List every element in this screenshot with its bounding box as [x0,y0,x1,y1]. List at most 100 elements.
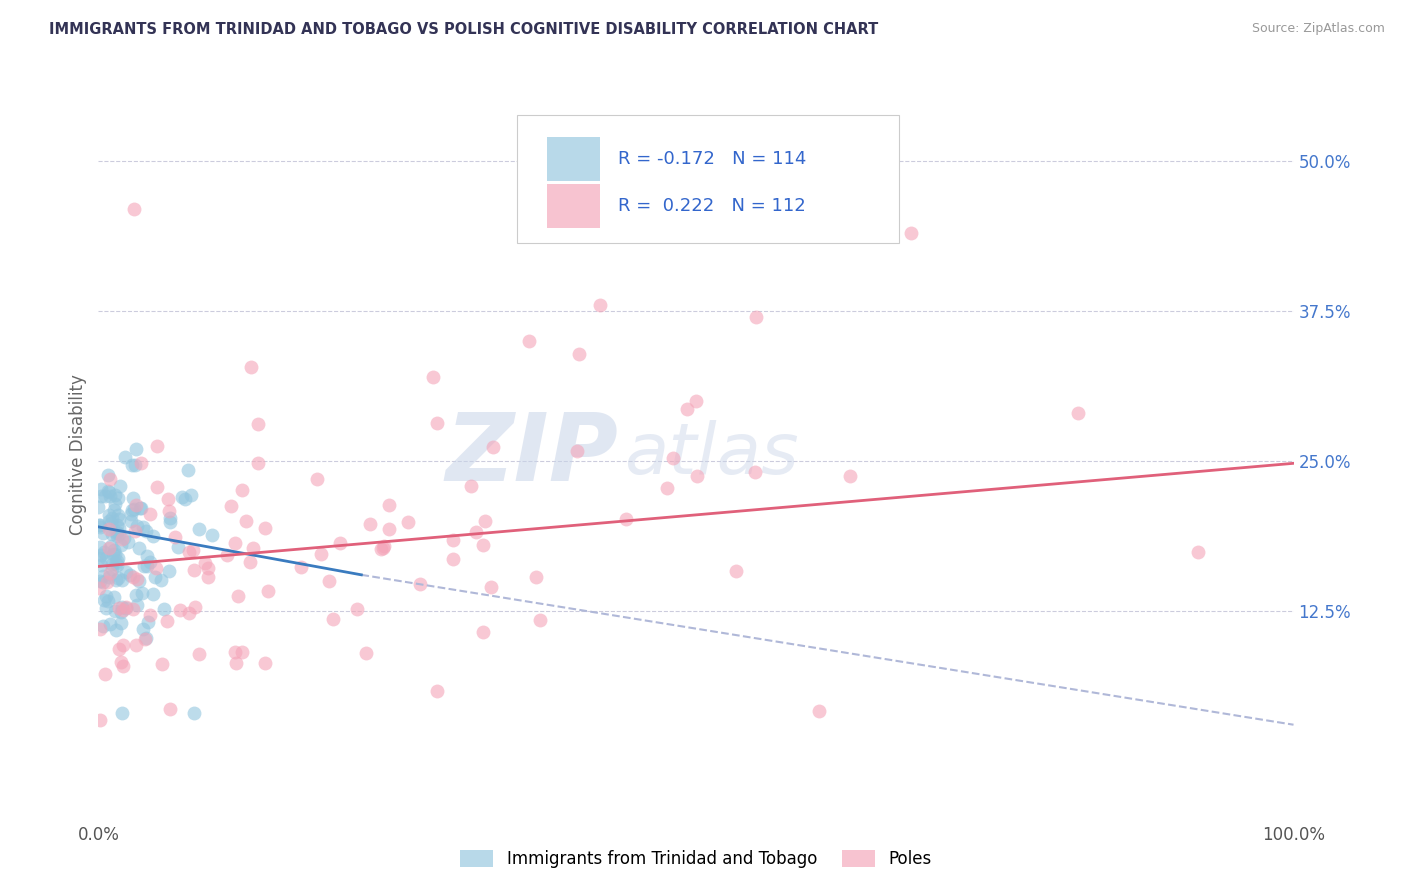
Point [100,526,122,541]
Point [129,501,152,516]
Point [174,491,197,506]
Point [101,558,124,572]
Point [309,547,332,561]
Point [97,522,120,536]
Point [183,600,205,615]
Point [201,527,224,541]
Point [89,551,111,566]
Point [197,569,219,583]
Point [98,508,121,522]
Point [108,527,131,541]
Point [183,564,205,578]
Point [482,440,505,454]
Point [146,480,169,494]
Point [91,575,114,590]
Point [839,469,862,483]
Point [373,539,395,553]
Point [128,501,150,516]
Point [479,580,502,594]
Point [104,547,127,561]
Point [150,657,173,671]
Point [529,613,551,627]
Point [124,458,146,473]
Point [517,334,540,348]
Point [96,550,118,565]
Point [170,490,193,504]
Point [93,666,115,681]
Text: atlas: atlas [624,420,799,490]
Point [89,581,111,595]
Point [111,706,134,720]
Point [122,501,145,516]
Point [91,526,114,541]
Point [745,310,768,324]
Point [378,522,401,536]
Point [125,442,148,457]
Point [105,558,128,573]
Point [135,631,157,645]
Point [111,532,134,546]
Point [90,548,112,562]
Point [180,488,202,502]
Point [98,515,121,529]
Point [87,518,110,533]
Point [103,591,125,605]
Point [156,491,179,506]
Point [159,504,181,518]
Point [225,656,247,670]
Point [98,570,121,584]
Point [90,483,112,497]
Point [105,525,128,540]
Point [114,600,136,615]
Point [224,644,246,658]
Point [89,540,111,554]
Point [128,541,150,555]
Point [96,601,118,615]
Point [125,498,148,512]
Point [685,394,707,409]
Point [1187,544,1209,558]
Point [305,472,328,486]
Point [98,616,121,631]
Point [98,566,121,581]
Point [122,602,145,616]
Point [104,574,127,588]
Point [125,588,148,602]
Point [474,514,496,528]
Point [156,615,179,629]
Point [169,603,191,617]
Point [163,530,186,544]
Point [239,556,262,570]
Point [139,607,162,622]
Point [100,540,122,554]
Point [104,497,127,511]
Point [125,519,148,533]
Point [142,529,165,543]
Point [104,604,127,618]
Point [197,561,219,575]
Point [725,565,748,579]
Point [129,457,152,471]
Point [134,632,156,646]
Point [524,570,547,584]
Point [110,538,132,552]
Point [89,519,111,533]
Point [128,574,150,589]
Point [136,558,159,573]
Point [472,625,495,640]
Point [686,468,709,483]
Point [124,524,146,539]
Point [676,402,699,417]
Point [124,202,146,216]
Point [120,507,142,521]
Point [107,550,129,565]
Point [93,592,115,607]
Point [91,619,114,633]
Point [900,226,922,240]
Point [135,549,157,564]
Point [101,511,124,525]
Point [107,491,129,505]
Point [112,531,135,545]
Point [98,472,121,486]
Point [112,638,135,652]
